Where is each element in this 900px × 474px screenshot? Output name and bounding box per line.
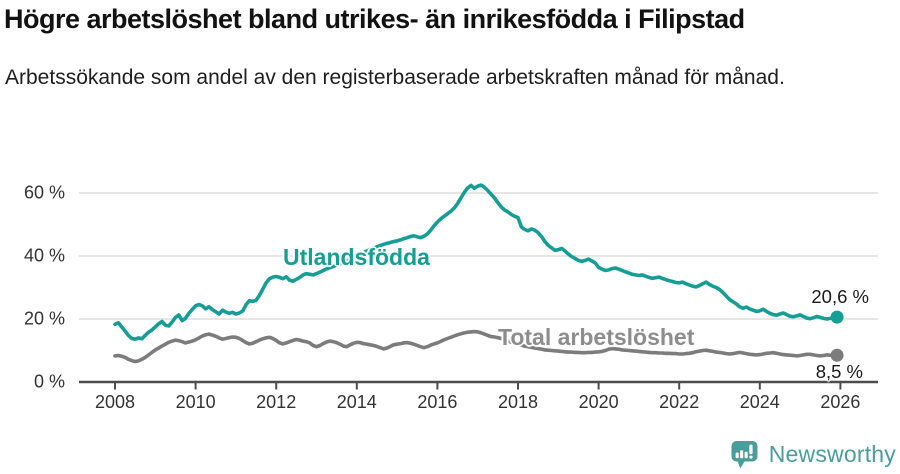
x-tick-label: 2008 — [94, 392, 136, 412]
chart-subtitle: Arbetssökande som andel av den registerb… — [5, 66, 785, 89]
x-tick-label: 2026 — [820, 392, 861, 412]
x-tick-label: 2018 — [497, 392, 539, 412]
end-value-label-utlandsfodda: 20,6 % — [811, 286, 869, 307]
x-tick-label: 2010 — [175, 392, 216, 412]
x-tick-label: 2012 — [256, 392, 297, 412]
y-tick-label: 20 % — [23, 308, 65, 329]
x-tick-label: 2024 — [739, 392, 780, 412]
x-tick-label: 2022 — [659, 392, 700, 412]
y-tick-label: 60 % — [23, 182, 65, 203]
y-tick-label: 0 % — [33, 371, 65, 392]
series-label-total-arbetsloshet: Total arbetslöshet — [498, 324, 695, 350]
series-line — [113, 183, 839, 341]
x-tick-label: 2020 — [578, 392, 619, 412]
series-line — [113, 329, 839, 364]
x-tick-label: 2016 — [417, 392, 458, 412]
end-value-label-total: 8,5 % — [815, 361, 863, 382]
series-label-utlandsfodda: Utlandsfödda — [283, 244, 430, 270]
x-tick-label: 2014 — [336, 392, 377, 412]
newsworthy-chart-bubble-icon — [731, 441, 758, 469]
series-end-dot — [830, 348, 844, 362]
y-tick-label: 40 % — [23, 245, 65, 266]
newsworthy-logo: Newsworthy — [728, 438, 896, 471]
newsworthy-wordmark: Newsworthy — [768, 441, 896, 467]
series-end-dot — [830, 310, 844, 324]
chart-title: Högre arbetslöshet bland utrikes- än inr… — [4, 4, 745, 34]
